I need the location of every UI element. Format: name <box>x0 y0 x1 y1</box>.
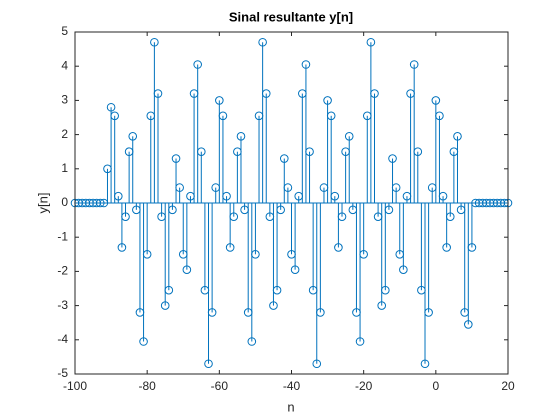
stem-marker <box>312 359 322 369</box>
x-axis-label: n <box>287 399 294 414</box>
y-tick-label: 0 <box>61 195 68 209</box>
y-axis-label: y[n] <box>35 193 50 214</box>
stem-marker <box>207 308 217 317</box>
axes-box <box>74 31 509 375</box>
stem-marker <box>445 212 455 221</box>
x-tick-label: -80 <box>138 379 156 393</box>
stem-marker <box>117 243 127 252</box>
stem-marker <box>272 285 282 295</box>
stem-marker <box>139 337 148 346</box>
stem-marker <box>355 337 365 346</box>
stem-marker <box>377 301 387 310</box>
stem-marker <box>301 60 311 69</box>
stem-marker <box>431 96 441 105</box>
x-tick-label: 0 <box>432 379 439 393</box>
stem-marker <box>344 132 354 141</box>
stem-marker <box>464 320 473 329</box>
x-tick-label: 20 <box>501 379 515 393</box>
stem-marker <box>283 183 293 192</box>
stem-marker <box>413 147 423 156</box>
stem-marker <box>171 154 181 163</box>
stem-marker <box>114 191 123 201</box>
stem-marker <box>153 89 163 98</box>
stem-marker <box>337 212 347 221</box>
stem-marker <box>381 285 390 295</box>
stem-marker <box>420 359 430 369</box>
stem-marker <box>438 191 448 201</box>
stem-marker <box>215 96 224 105</box>
x-tick-label: -40 <box>283 379 301 393</box>
y-tick-label: -1 <box>57 229 68 243</box>
stem-marker <box>424 308 433 317</box>
stem-marker <box>95 198 105 208</box>
chart-title: Sinal resultante y[n] <box>229 9 353 24</box>
y-tick-label: 1 <box>61 161 68 175</box>
stem-marker <box>279 154 289 163</box>
stem-marker <box>409 60 419 69</box>
y-tick-label: 5 <box>61 24 68 38</box>
x-tick-label: -20 <box>355 379 373 393</box>
stem-marker <box>316 308 325 317</box>
stem-marker <box>236 132 246 141</box>
stem-marker <box>150 37 159 47</box>
y-tick-label: 3 <box>61 93 68 107</box>
y-tick-label: -5 <box>57 366 68 380</box>
stem-marker <box>204 359 213 369</box>
stem-marker <box>323 96 332 105</box>
x-tick-label: -60 <box>211 379 229 393</box>
stem-marker <box>229 212 239 221</box>
stem-marker <box>276 205 285 215</box>
stem-marker <box>388 154 397 163</box>
stem-marker <box>330 191 340 201</box>
stem-marker <box>370 89 379 98</box>
stem-marker <box>384 205 394 215</box>
stem-marker <box>435 111 444 121</box>
x-tick-label: -100 <box>63 379 87 393</box>
stem-marker <box>442 243 451 252</box>
stem-marker <box>225 243 235 252</box>
stem-marker <box>160 301 170 310</box>
y-tick-label: 2 <box>61 127 68 141</box>
y-tick-label: 4 <box>61 58 68 72</box>
stem-marker <box>391 183 401 192</box>
y-tick-label: -3 <box>57 298 68 312</box>
stem-marker <box>261 89 271 98</box>
stem-marker <box>164 285 174 295</box>
stem-marker <box>305 147 314 156</box>
stem-marker <box>168 205 177 215</box>
stem-marker <box>247 337 257 346</box>
stem-marker <box>193 60 202 69</box>
stem-marker <box>251 250 260 259</box>
stem-marker <box>399 265 408 274</box>
stem-marker <box>290 265 300 274</box>
stem-marker <box>359 250 368 259</box>
stem-marker <box>258 37 267 47</box>
stem-marker <box>366 37 376 47</box>
stem-marker <box>222 191 231 201</box>
y-tick-label: -4 <box>57 332 68 346</box>
stem-marker <box>106 102 116 112</box>
stem-marker <box>218 111 228 121</box>
stem-marker <box>467 243 477 252</box>
stem-marker <box>121 212 130 221</box>
stem-marker <box>182 265 192 274</box>
stem-marker <box>128 132 138 141</box>
stem-marker <box>269 301 278 310</box>
stem-marker <box>326 111 336 121</box>
stem-marker <box>196 147 206 156</box>
stem-marker <box>142 250 152 259</box>
stem-marker <box>453 132 462 141</box>
stem-marker <box>334 243 343 252</box>
stem-marker <box>175 183 184 192</box>
stem-marker <box>110 111 119 121</box>
y-tick-label: -2 <box>57 264 68 278</box>
